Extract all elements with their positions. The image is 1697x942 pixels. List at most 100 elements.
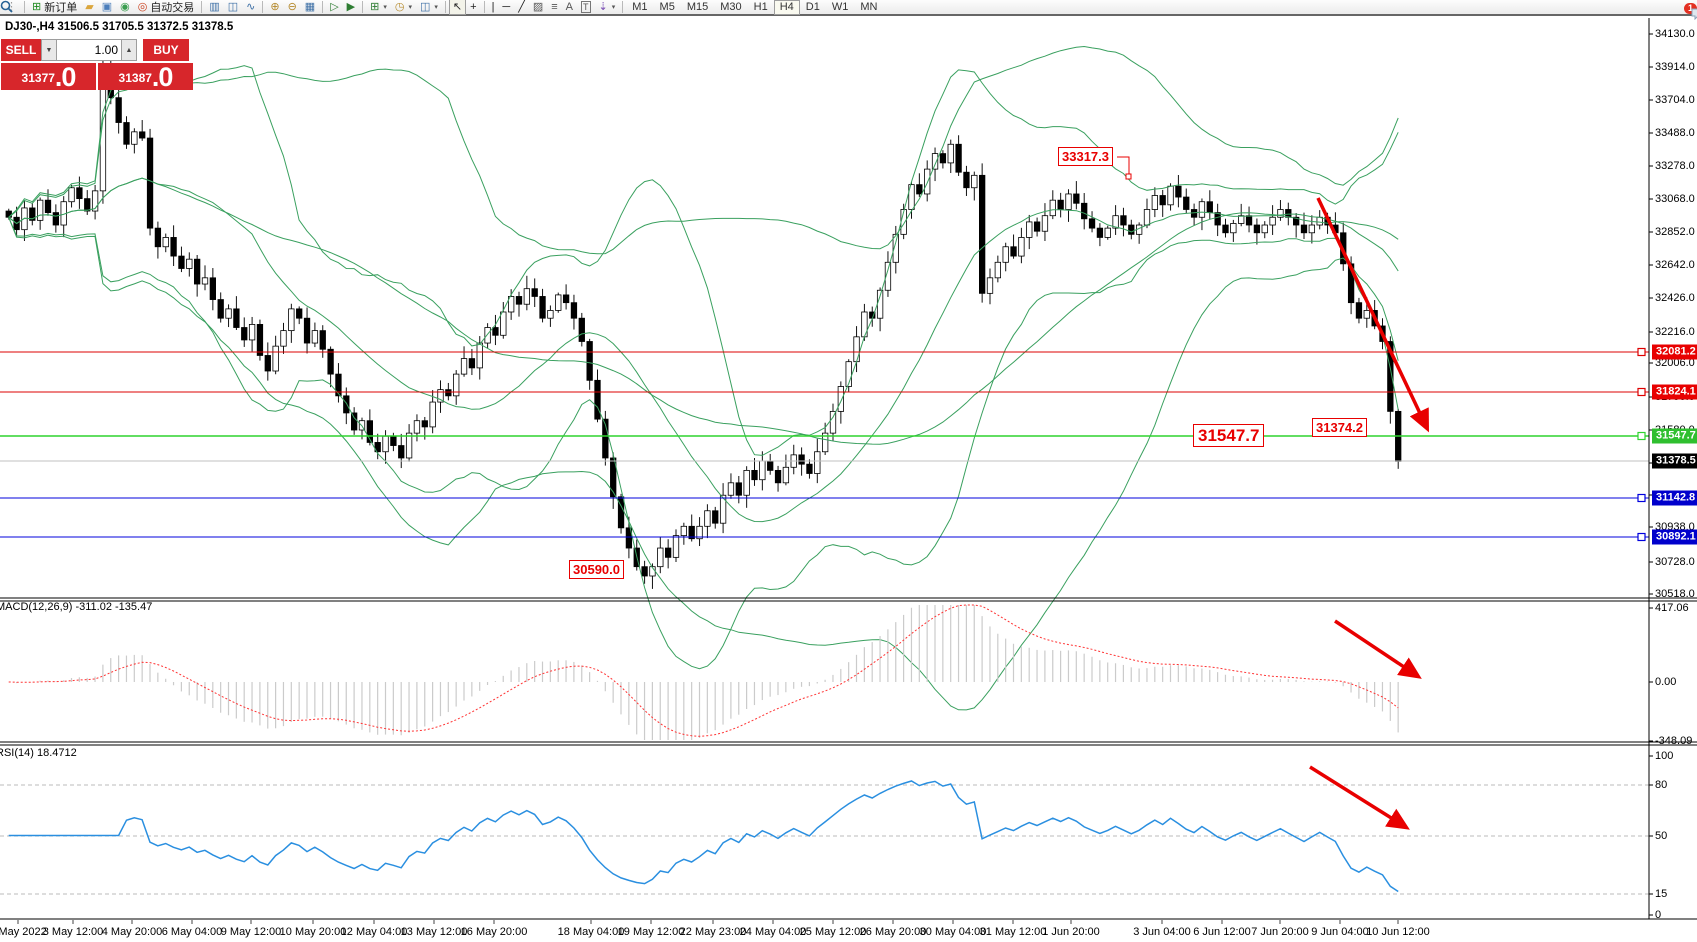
- price-axis-badge: 31547.7: [1652, 428, 1697, 444]
- candle-body: [924, 168, 931, 195]
- candle-body: [704, 510, 711, 527]
- timeframe-button-m5[interactable]: M5: [659, 0, 675, 13]
- timeframe-button-m1[interactable]: M1: [632, 0, 648, 13]
- bar-chart-button[interactable]: ▥: [205, 0, 223, 15]
- timeframe-button-d1[interactable]: D1: [805, 0, 820, 13]
- template-button[interactable]: ◫ ▾: [416, 0, 442, 15]
- candle-body: [429, 401, 436, 428]
- timeframe-button-m15[interactable]: M15: [686, 0, 709, 13]
- candle-body: [578, 317, 585, 342]
- candle-body: [29, 207, 36, 221]
- candle-body: [782, 466, 790, 484]
- candle-body: [311, 330, 319, 344]
- candle-body: [939, 153, 947, 164]
- candle-body: [1269, 216, 1276, 226]
- price-annotation-33317.3[interactable]: 33317.3: [1058, 147, 1113, 166]
- bollinger-lower-line-2: [8, 217, 1399, 711]
- candle-body: [68, 187, 75, 203]
- auto-scroll-button[interactable]: ▷: [326, 0, 342, 15]
- candle-body: [217, 299, 224, 319]
- candle-body: [398, 445, 405, 459]
- price-axis-tick-label: 32642.0: [1655, 259, 1695, 271]
- candle-body: [562, 294, 570, 304]
- terminal-icon: ▣: [101, 1, 113, 13]
- hline-handle: [1637, 431, 1646, 441]
- candle-body: [343, 395, 350, 414]
- grip-icon: ⋮: [6, 1, 17, 13]
- time-axis-label: 26 May 20:00: [859, 926, 927, 938]
- text-button[interactable]: A: [562, 0, 577, 15]
- candle-body: [727, 482, 735, 496]
- fibonacci-button[interactable]: ≡: [547, 0, 561, 15]
- candle-body: [507, 296, 515, 313]
- timeframe-button-h4[interactable]: H4: [773, 0, 800, 15]
- candle-body: [1167, 185, 1174, 206]
- zoom-in-icon: ⊕: [270, 1, 280, 13]
- price-annotation-31547.7[interactable]: 31547.7: [1193, 424, 1265, 447]
- sell-price-panel[interactable]: 31377.0: [1, 63, 96, 90]
- timeframe-button-m30[interactable]: M30: [720, 0, 742, 13]
- time-axis-label: 13 May 12:00: [400, 926, 468, 938]
- candle-body: [1073, 193, 1080, 204]
- candle-body: [665, 547, 672, 558]
- buy-button[interactable]: BUY: [143, 39, 189, 61]
- down-trend-arrow: [1316, 197, 1429, 433]
- new-order-button[interactable]: ⊞ 新订单: [28, 0, 81, 15]
- hline-handle: [1637, 532, 1646, 542]
- candle-body: [570, 302, 578, 319]
- vertical-line-button[interactable]: |: [488, 0, 499, 15]
- channel-button[interactable]: ▨: [529, 0, 547, 15]
- candle-body: [241, 327, 248, 341]
- tile-windows-button[interactable]: ▦: [301, 0, 319, 15]
- sell-button[interactable]: SELL: [1, 39, 41, 61]
- price-axis-tick-label: 32216.0: [1655, 326, 1695, 338]
- candle-body: [1230, 223, 1237, 234]
- new-chart-button[interactable]: ⊞ ▾: [366, 0, 391, 15]
- time-axis-label: 2 May 2022: [0, 926, 47, 938]
- volume-input[interactable]: [57, 39, 121, 61]
- candle-body: [822, 432, 829, 453]
- timeframe-button-mn[interactable]: MN: [860, 0, 878, 13]
- template-icon: ◫: [419, 1, 431, 13]
- candle-body: [688, 525, 695, 540]
- signal-button[interactable]: ◉: [116, 0, 134, 15]
- candle-body: [1041, 215, 1049, 232]
- candle-body: [1026, 221, 1033, 238]
- crosshair-button[interactable]: +: [466, 0, 480, 15]
- arrows-button[interactable]: ⇣ ▾: [595, 0, 620, 15]
- period-button[interactable]: ◷ ▾: [391, 0, 416, 15]
- candle-body: [437, 389, 444, 403]
- price-annotation-31374.2[interactable]: 31374.2: [1312, 418, 1367, 437]
- trendline-button[interactable]: ╱: [514, 0, 529, 15]
- timeframe-button-h1[interactable]: H1: [753, 0, 768, 13]
- chart-shift-button[interactable]: ▶: [343, 0, 359, 15]
- candlestick-chart-button[interactable]: ◫: [224, 0, 242, 15]
- candle-body: [1214, 212, 1221, 226]
- tile-windows-icon: ▦: [304, 1, 316, 13]
- wallet-button[interactable]: ▰: [81, 0, 97, 15]
- line-chart-button[interactable]: ∿: [242, 0, 259, 15]
- candle-body: [1143, 209, 1151, 226]
- candle-body: [1033, 221, 1041, 232]
- cursor-button[interactable]: ↖: [448, 0, 467, 15]
- candle-body: [1112, 215, 1119, 229]
- zoom-out-button[interactable]: ⊖: [284, 0, 301, 15]
- text-label-button[interactable]: T: [577, 0, 595, 15]
- terminal-button[interactable]: ▣: [98, 0, 116, 15]
- candle-body: [555, 294, 562, 311]
- zoom-in-button[interactable]: ⊕: [266, 0, 283, 15]
- time-axis-label: 3 Jun 04:00: [1133, 926, 1191, 938]
- bar-chart-icon: ▥: [209, 1, 220, 13]
- toolbar-separator: [362, 1, 364, 13]
- price-annotation-30590.0[interactable]: 30590.0: [569, 560, 624, 579]
- horizontal-line-button[interactable]: ─: [498, 0, 514, 15]
- volume-increase-button[interactable]: ▲: [121, 39, 137, 61]
- volume-decrease-button[interactable]: ▼: [41, 39, 57, 61]
- cursor-icon: ↖: [452, 1, 463, 13]
- price-axis-badge: 32081.2: [1652, 344, 1697, 360]
- buy-price-panel[interactable]: 31387.0: [98, 63, 193, 90]
- timeframe-button-w1[interactable]: W1: [831, 0, 849, 13]
- auto-trading-button[interactable]: ◎ 自动交易: [134, 0, 199, 15]
- bollinger-upper-line-2: [8, 45, 1399, 255]
- sell-price-decimal: .0: [54, 63, 77, 91]
